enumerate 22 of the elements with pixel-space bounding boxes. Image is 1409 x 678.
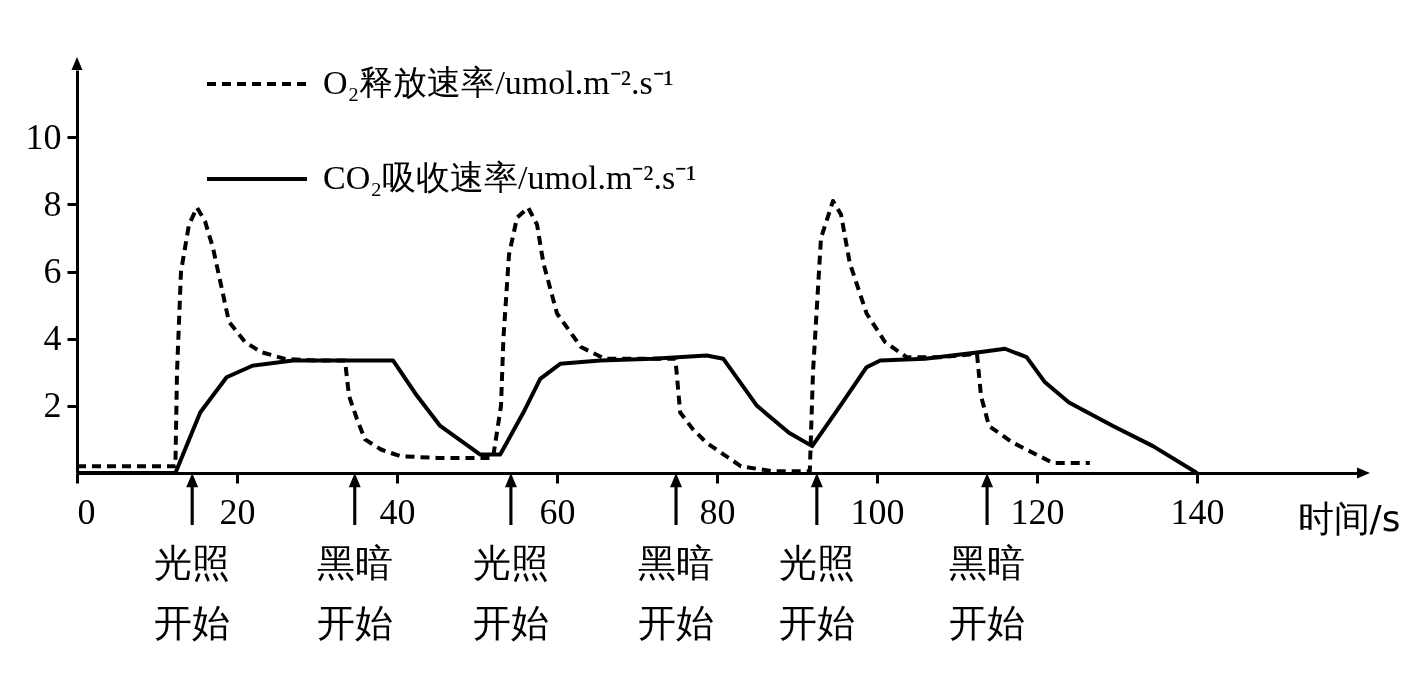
- x-tick-label: 100: [850, 491, 905, 532]
- y-tick-label: 6: [43, 251, 62, 291]
- x-tick-label: 140: [1170, 491, 1225, 532]
- legend-label: CO₂吸收速率/umol.m⁻².s⁻¹: [323, 159, 697, 196]
- x-axis-title: 时间/s: [1297, 497, 1401, 539]
- text: 黑暗开始: [316, 541, 393, 645]
- text: 黑暗开始: [638, 541, 715, 645]
- x-tick-label: 0: [77, 491, 96, 532]
- text: 黑暗开始: [949, 541, 1026, 645]
- legend-label: O₂释放速率/umol.m⁻².s⁻¹: [323, 64, 674, 101]
- y-tick-label: 2: [43, 385, 62, 426]
- x-tick-label: 60: [539, 491, 576, 532]
- x-tick-label: 80: [699, 491, 736, 532]
- text: 光照开始: [778, 541, 855, 645]
- text: 光照开始: [154, 541, 231, 645]
- y-tick-label: 10: [25, 116, 62, 157]
- x-tick-label: 20: [219, 491, 256, 532]
- y-tick-label: 4: [43, 318, 62, 359]
- x-tick-label: 120: [1010, 491, 1065, 532]
- x-tick-label: 40: [379, 491, 416, 532]
- text: 光照开始: [472, 541, 549, 645]
- y-tick-label: 8: [43, 183, 62, 224]
